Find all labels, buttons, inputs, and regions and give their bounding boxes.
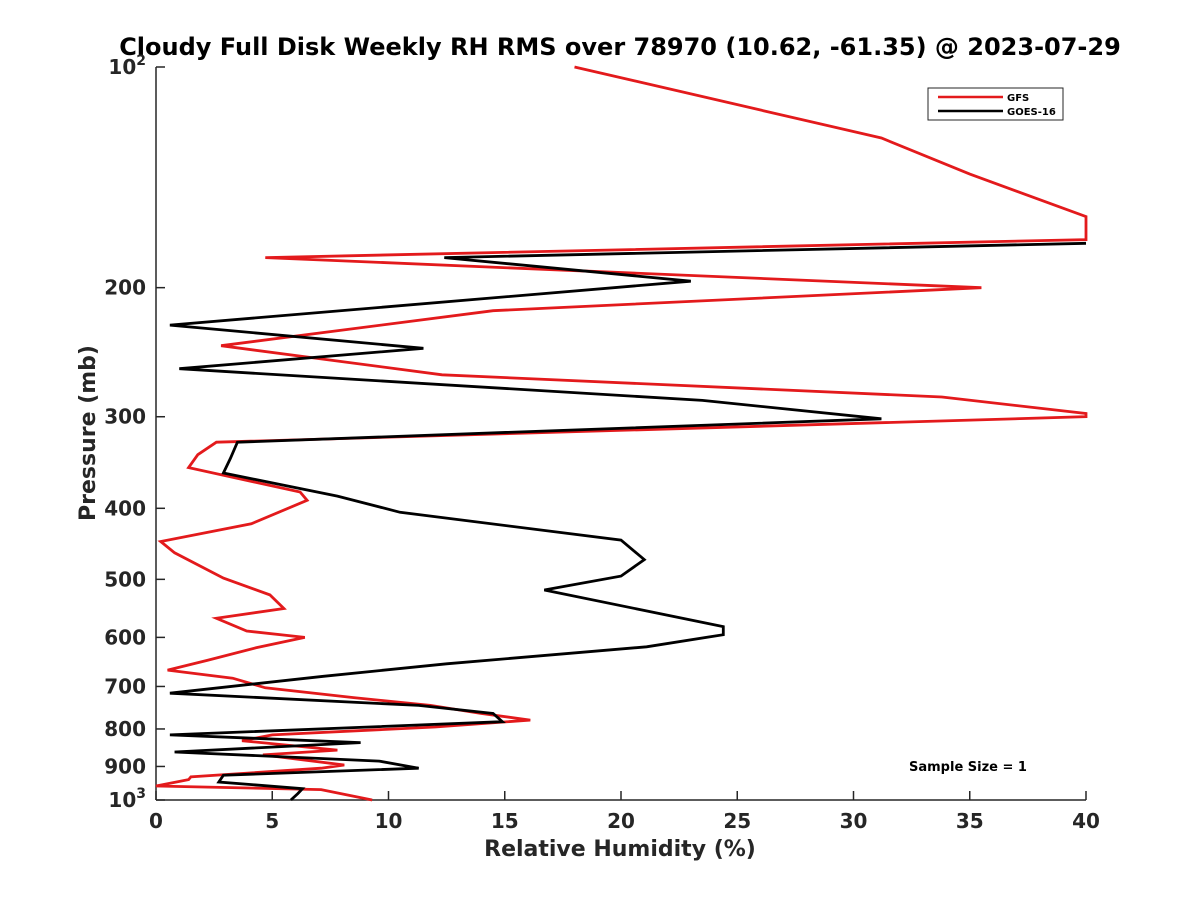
x-axis-label: Relative Humidity (%)	[484, 837, 756, 862]
y-tick-label: 400	[104, 496, 146, 520]
y-tick-label: 200	[104, 276, 146, 300]
y-tick-label: 900	[104, 754, 146, 778]
x-tick-label: 40	[1072, 809, 1100, 833]
y-tick-label: 700	[104, 674, 146, 698]
legend-box	[927, 87, 1064, 121]
x-tick-label: 30	[840, 809, 868, 833]
y-tick-label: 300	[104, 405, 146, 429]
y-tick-label: 600	[104, 625, 146, 649]
series-line-goes16	[169, 241, 1087, 802]
x-tick-label: 0	[149, 809, 163, 833]
x-tick-label: 25	[723, 809, 751, 833]
series-line-gfs	[155, 65, 1088, 802]
y-tick-label: 500	[104, 567, 146, 591]
legend-label-goes16: GOES-16	[1007, 107, 1056, 118]
y-tick-label-exponent: 2	[136, 53, 146, 69]
y-tick-label-base: 10	[108, 788, 136, 812]
y-tick-label: 102	[108, 53, 146, 79]
tick-layer: 0 5 10 15 20 25 30 35 40102200300400500600700800…	[104, 53, 1100, 833]
y-tick-label-base: 10	[108, 55, 136, 79]
legend-label-gfs: GFS	[1007, 93, 1029, 104]
x-tick-label: 10	[375, 809, 403, 833]
x-tick-label: 20	[607, 809, 635, 833]
x-tick-label: 15	[491, 809, 519, 833]
y-tick-label-exponent: 3	[136, 786, 146, 802]
x-tick-label: 5	[265, 809, 279, 833]
legend: GFS GOES-16	[927, 87, 1064, 121]
y-tick-label: 800	[104, 717, 146, 741]
sample-size-annotation: Sample Size = 1	[909, 760, 1027, 775]
series-layer	[155, 65, 1088, 802]
x-tick-label: 35	[956, 809, 984, 833]
y-axis-label: Pressure (mb)	[76, 345, 101, 521]
y-tick-label: 103	[108, 786, 146, 812]
chart-title: Cloudy Full Disk Weekly RH RMS over 7897…	[119, 33, 1121, 61]
